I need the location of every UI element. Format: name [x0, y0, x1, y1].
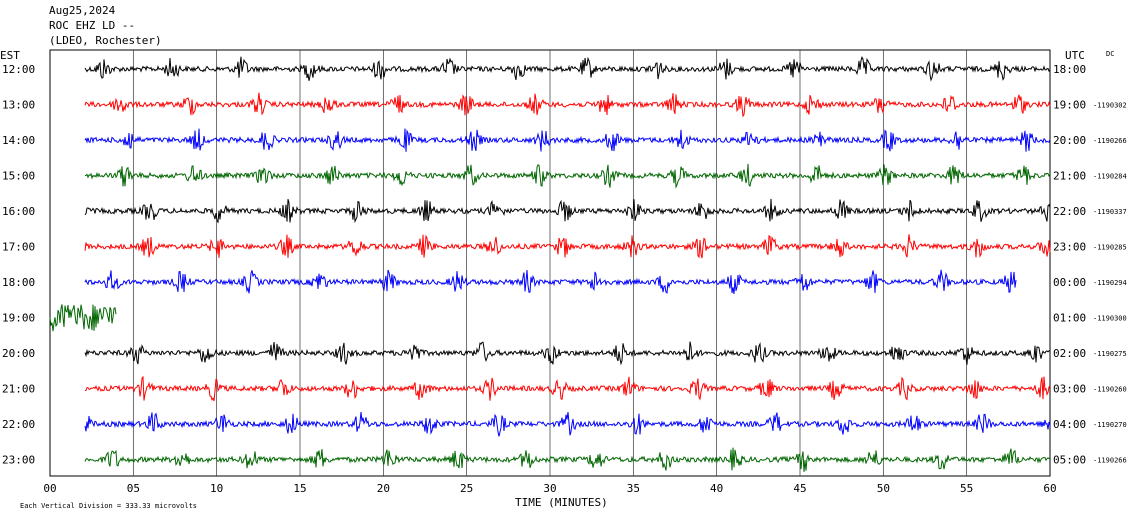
dc-offset-label: -1190285	[1093, 244, 1127, 252]
est-row-label: 21:00	[2, 383, 35, 396]
x-tick-label: 15	[293, 482, 306, 495]
utc-row-label: 00:00	[1053, 276, 1086, 289]
utc-row-label: 04:00	[1053, 418, 1086, 431]
est-row-label: 22:00	[2, 418, 35, 431]
x-tick-label: 20	[377, 482, 390, 495]
x-tick-label: 55	[960, 482, 973, 495]
dc-offset-label: -1190266	[1093, 457, 1127, 465]
trace-row-2000	[84, 341, 1051, 366]
est-row-label: 15:00	[2, 170, 35, 183]
x-tick-label: 60	[1043, 482, 1056, 495]
dc-offset-label: -1190266	[1093, 137, 1127, 145]
trace-row-1700	[84, 234, 1051, 259]
dc-offset-label: -1190337	[1093, 208, 1127, 216]
trace-row-1500	[84, 163, 1051, 189]
trace-row-1600	[84, 198, 1051, 224]
utc-row-label: 18:00	[1053, 63, 1086, 76]
est-row-label: 13:00	[2, 99, 35, 112]
x-tick-label: 05	[127, 482, 140, 495]
x-tick-label: 35	[627, 482, 640, 495]
dc-offset-label: -1190294	[1093, 279, 1127, 287]
network-label: (LDEO, Rochester)	[49, 34, 162, 47]
est-row-label: 16:00	[2, 205, 35, 218]
plot-date-title: Aug25,2024	[49, 4, 116, 17]
est-row-label: 18:00	[2, 276, 35, 289]
x-tick-label: 40	[710, 482, 723, 495]
est-row-label: 19:00	[2, 312, 35, 325]
x-tick-label: 30	[543, 482, 556, 495]
dc-offset-label: -1190275	[1093, 350, 1127, 358]
utc-row-label: 19:00	[1053, 99, 1086, 112]
trace-row-2100	[84, 375, 1051, 402]
dc-label: DC	[1106, 50, 1115, 58]
est-row-label: 17:00	[2, 241, 35, 254]
utc-row-label: 23:00	[1053, 241, 1086, 254]
right-axis-label: UTC	[1065, 49, 1085, 62]
x-tick-label: 10	[210, 482, 223, 495]
utc-row-label: 20:00	[1053, 134, 1086, 147]
dc-offset-label: -1190302	[1093, 102, 1127, 110]
dc-offset-label: -1190270	[1093, 421, 1127, 429]
utc-row-label: 21:00	[1053, 170, 1086, 183]
trace-row-1400	[84, 128, 1051, 152]
utc-row-label: 01:00	[1053, 312, 1086, 325]
trace-row-2300	[84, 447, 1051, 472]
utc-row-label: 03:00	[1053, 383, 1086, 396]
trace-row-2200	[84, 412, 1051, 437]
dc-offset-label: -1190284	[1093, 173, 1127, 181]
left-axis-label: EST	[0, 49, 20, 62]
dc-offset-label: -1190300	[1093, 315, 1127, 323]
x-tick-label: 45	[793, 482, 806, 495]
est-row-label: 12:00	[2, 63, 35, 76]
x-tick-label: 00	[43, 482, 56, 495]
trace-row-1900	[49, 304, 117, 332]
station-label: ROC EHZ LD --	[49, 19, 136, 32]
x-axis-title: TIME (MINUTES)	[515, 496, 608, 509]
plot-grid	[49, 49, 1051, 477]
est-row-label: 23:00	[2, 454, 35, 467]
footer-note: Each Vertical Division = 333.33 microvol…	[20, 502, 198, 510]
dc-offset-label: -1190260	[1093, 386, 1127, 394]
x-axis-ticks: 00 05 10 15 20 25 30 35 40 45 50 55 60	[43, 482, 1056, 495]
x-tick-label: 50	[877, 482, 890, 495]
utc-row-label: 05:00	[1053, 454, 1086, 467]
trace-row-1300	[84, 92, 1051, 118]
est-row-label: 14:00	[2, 134, 35, 147]
seismic-traces	[49, 56, 1051, 472]
utc-row-label: 22:00	[1053, 205, 1086, 218]
trace-row-1800	[84, 269, 1017, 294]
trace-row-1200	[84, 56, 1051, 82]
row-labels: 12:00 18:00 13:00 19:00 -1190302 14:00 20:00 -1…	[2, 63, 1127, 467]
x-tick-label: 25	[460, 482, 473, 495]
utc-row-label: 02:00	[1053, 347, 1086, 360]
est-row-label: 20:00	[2, 347, 35, 360]
